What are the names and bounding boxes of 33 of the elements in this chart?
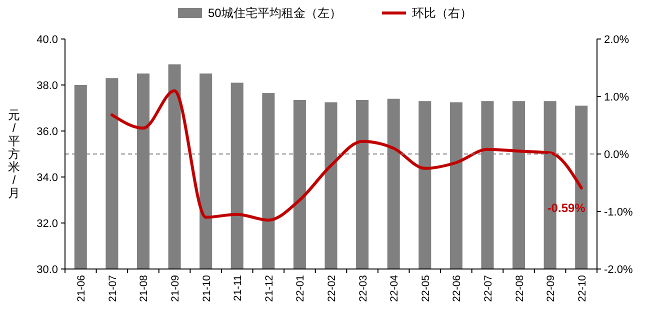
x-tick-label: 22-03 <box>357 274 370 302</box>
x-tick-label: 21-11 <box>232 274 244 302</box>
y-axis-title: 元/平方米/月 <box>8 108 20 200</box>
x-tick-label: 22-07 <box>482 274 494 302</box>
legend-label: 环比（右） <box>412 6 472 20</box>
x-tick-label: 22-06 <box>451 274 464 302</box>
y-tick-label: 38.0 <box>36 80 58 92</box>
y-tick-label: 40.0 <box>36 34 58 46</box>
legend-label: 50城住宅平均租金（左） <box>208 6 342 20</box>
x-tick-label: 22-10 <box>576 274 588 302</box>
y-tick-label: 30.0 <box>36 264 58 276</box>
x-tick-label: 21-10 <box>200 274 213 302</box>
x-tick-label: 21-08 <box>138 274 150 302</box>
x-tick-label: 21-07 <box>106 274 119 302</box>
y-tick-label: 32.0 <box>36 218 58 230</box>
x-tick-label: 21-06 <box>76 274 88 302</box>
x-tick-label: 22-05 <box>420 274 432 302</box>
y-tick-label: 34.0 <box>36 172 58 184</box>
x-tick-label: 22-09 <box>545 274 558 302</box>
y-tick-label: 36.0 <box>36 126 58 138</box>
x-tick-label: 22-01 <box>294 274 307 302</box>
y2-tick-label: -2.0% <box>604 264 633 276</box>
x-tick-label: 21-12 <box>263 274 276 302</box>
x-tick-label: 21-09 <box>170 274 182 302</box>
y2-tick-label: 1.0% <box>604 91 630 104</box>
x-tick-label: 22-04 <box>388 274 401 302</box>
y2-tick-label: -1.0% <box>604 206 633 218</box>
x-tick-label: 22-08 <box>514 274 526 302</box>
y2-tick-label: 2.0% <box>604 34 630 46</box>
x-tick-label: 22-02 <box>326 274 338 302</box>
y2-tick-label: 0.0% <box>604 148 630 161</box>
line-series <box>110 89 583 222</box>
annotation: -0.59% <box>547 200 586 215</box>
